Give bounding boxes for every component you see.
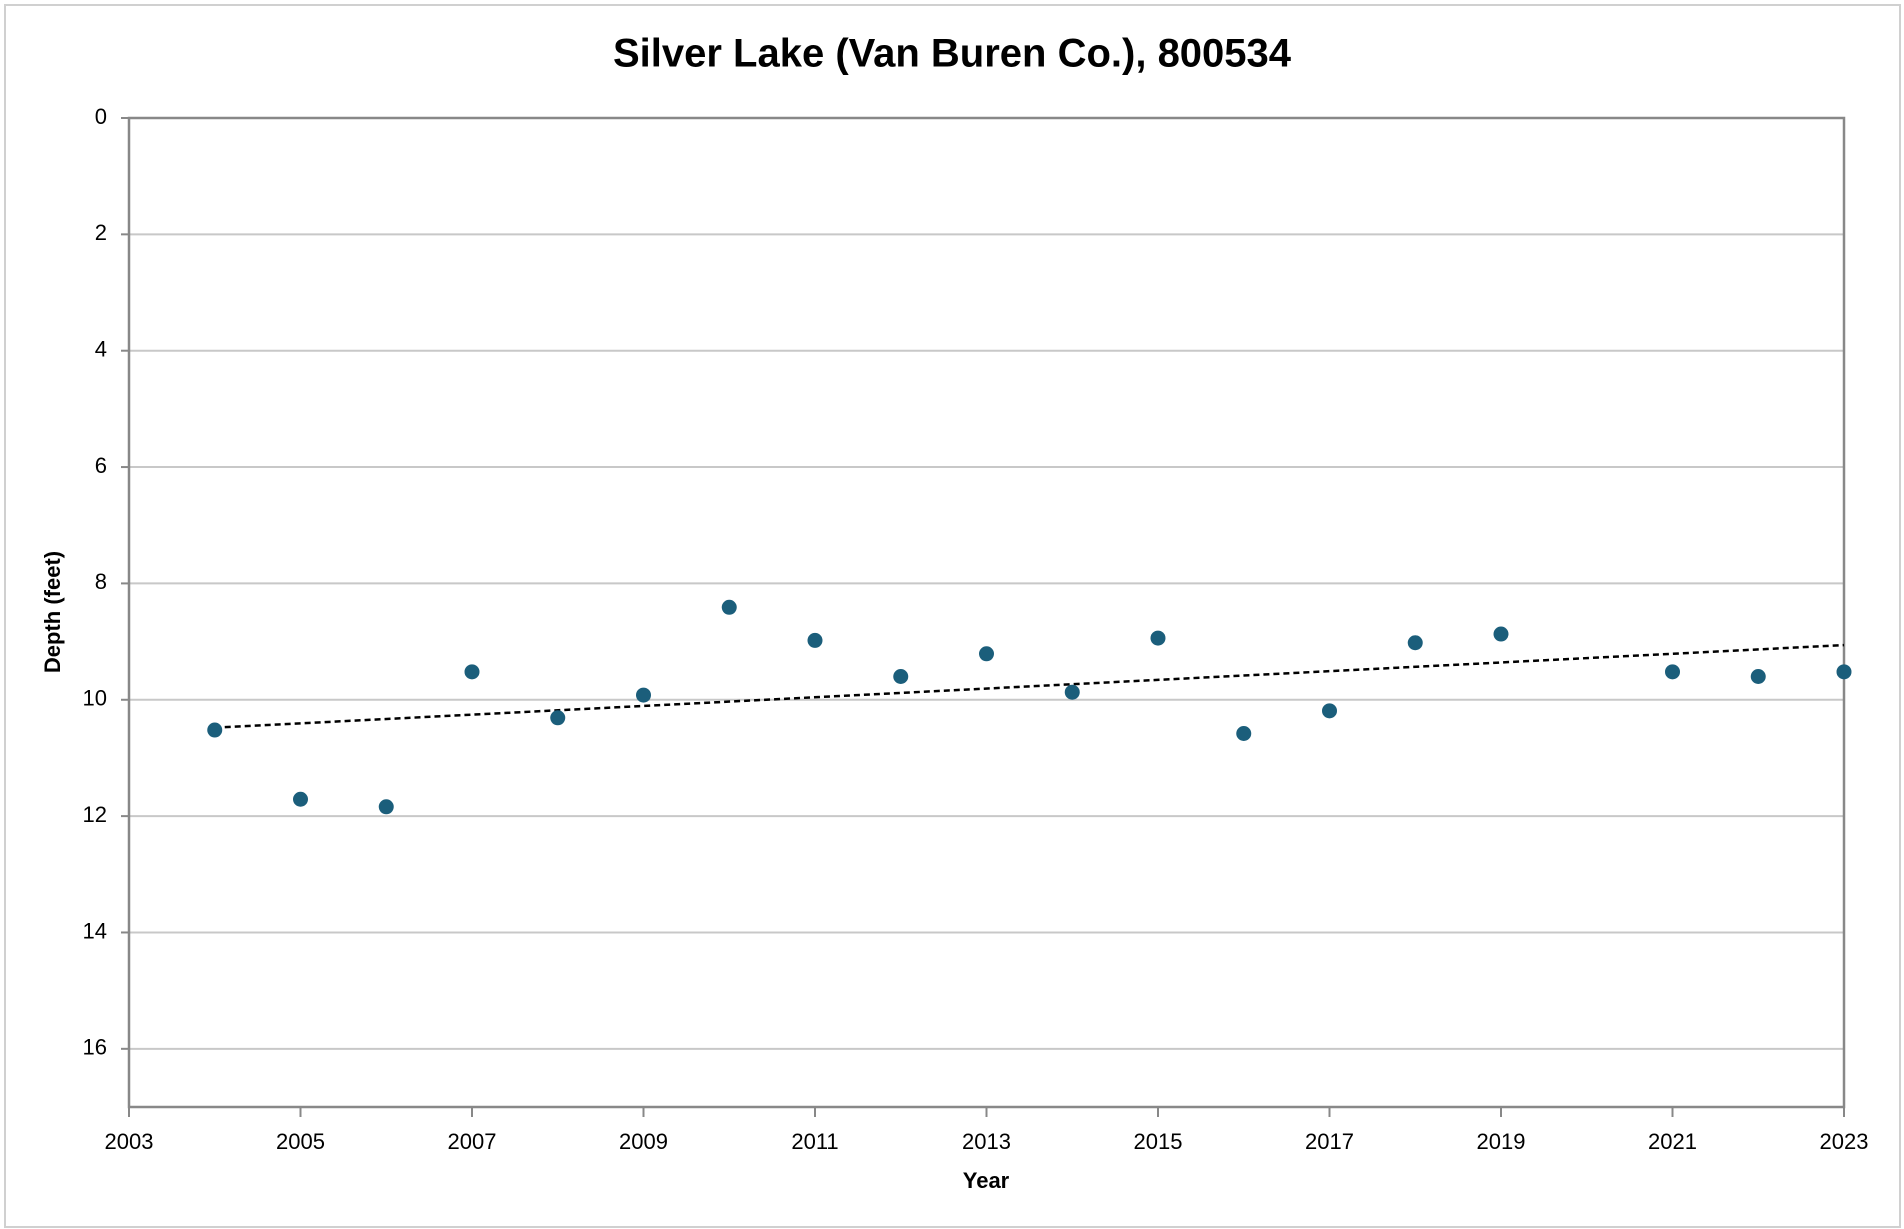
- x-tick-label: 2021: [1648, 1129, 1697, 1154]
- data-point: [1322, 703, 1337, 719]
- data-point: [293, 791, 308, 807]
- y-tick-label: 16: [83, 1035, 107, 1060]
- y-tick-label: 8: [95, 569, 107, 594]
- chart-title: Silver Lake (Van Buren Co.), 800534: [613, 32, 1292, 76]
- y-tick-label: 4: [95, 337, 107, 362]
- x-tick-label: 2007: [448, 1129, 497, 1154]
- data-point: [893, 668, 909, 684]
- data-point: [207, 722, 223, 738]
- x-tick-label: 2015: [1134, 1129, 1183, 1154]
- y-tick-label: 6: [95, 453, 107, 478]
- data-point: [550, 710, 566, 726]
- data-point: [721, 599, 737, 615]
- data-point: [1665, 664, 1680, 680]
- x-tick-label: 2017: [1305, 1129, 1354, 1154]
- data-point: [1150, 630, 1166, 646]
- x-tick-label: 2003: [105, 1129, 154, 1154]
- y-tick-label: 12: [83, 802, 107, 827]
- x-tick-label: 2013: [962, 1129, 1011, 1154]
- y-tick-label: 10: [83, 686, 107, 711]
- x-tick-label: 2023: [1820, 1129, 1869, 1154]
- data-point: [1836, 664, 1852, 680]
- data-point: [1493, 626, 1509, 642]
- trendline: [214, 643, 1845, 729]
- y-tick-label: 2: [95, 220, 107, 245]
- x-tick-label: 2011: [791, 1129, 838, 1154]
- data-point: [636, 687, 651, 703]
- data-point: [464, 664, 480, 680]
- x-tick-label: 2005: [276, 1129, 325, 1154]
- x-axis-title: Year: [963, 1168, 1010, 1193]
- x-tick-label: 2019: [1477, 1129, 1526, 1154]
- chart-frame: [4, 4, 1901, 1228]
- x-tick-label: 2009: [619, 1129, 668, 1154]
- data-point: [1750, 668, 1766, 684]
- y-tick-label: 0: [95, 104, 107, 129]
- data-point: [979, 646, 994, 662]
- data-point: [1407, 635, 1423, 651]
- data-point: [1064, 684, 1080, 700]
- y-axis-title: Depth (feet): [40, 551, 65, 673]
- y-tick-label: 14: [83, 918, 107, 943]
- data-point: [807, 632, 823, 648]
- data-point: [378, 799, 394, 815]
- data-point: [1236, 726, 1252, 742]
